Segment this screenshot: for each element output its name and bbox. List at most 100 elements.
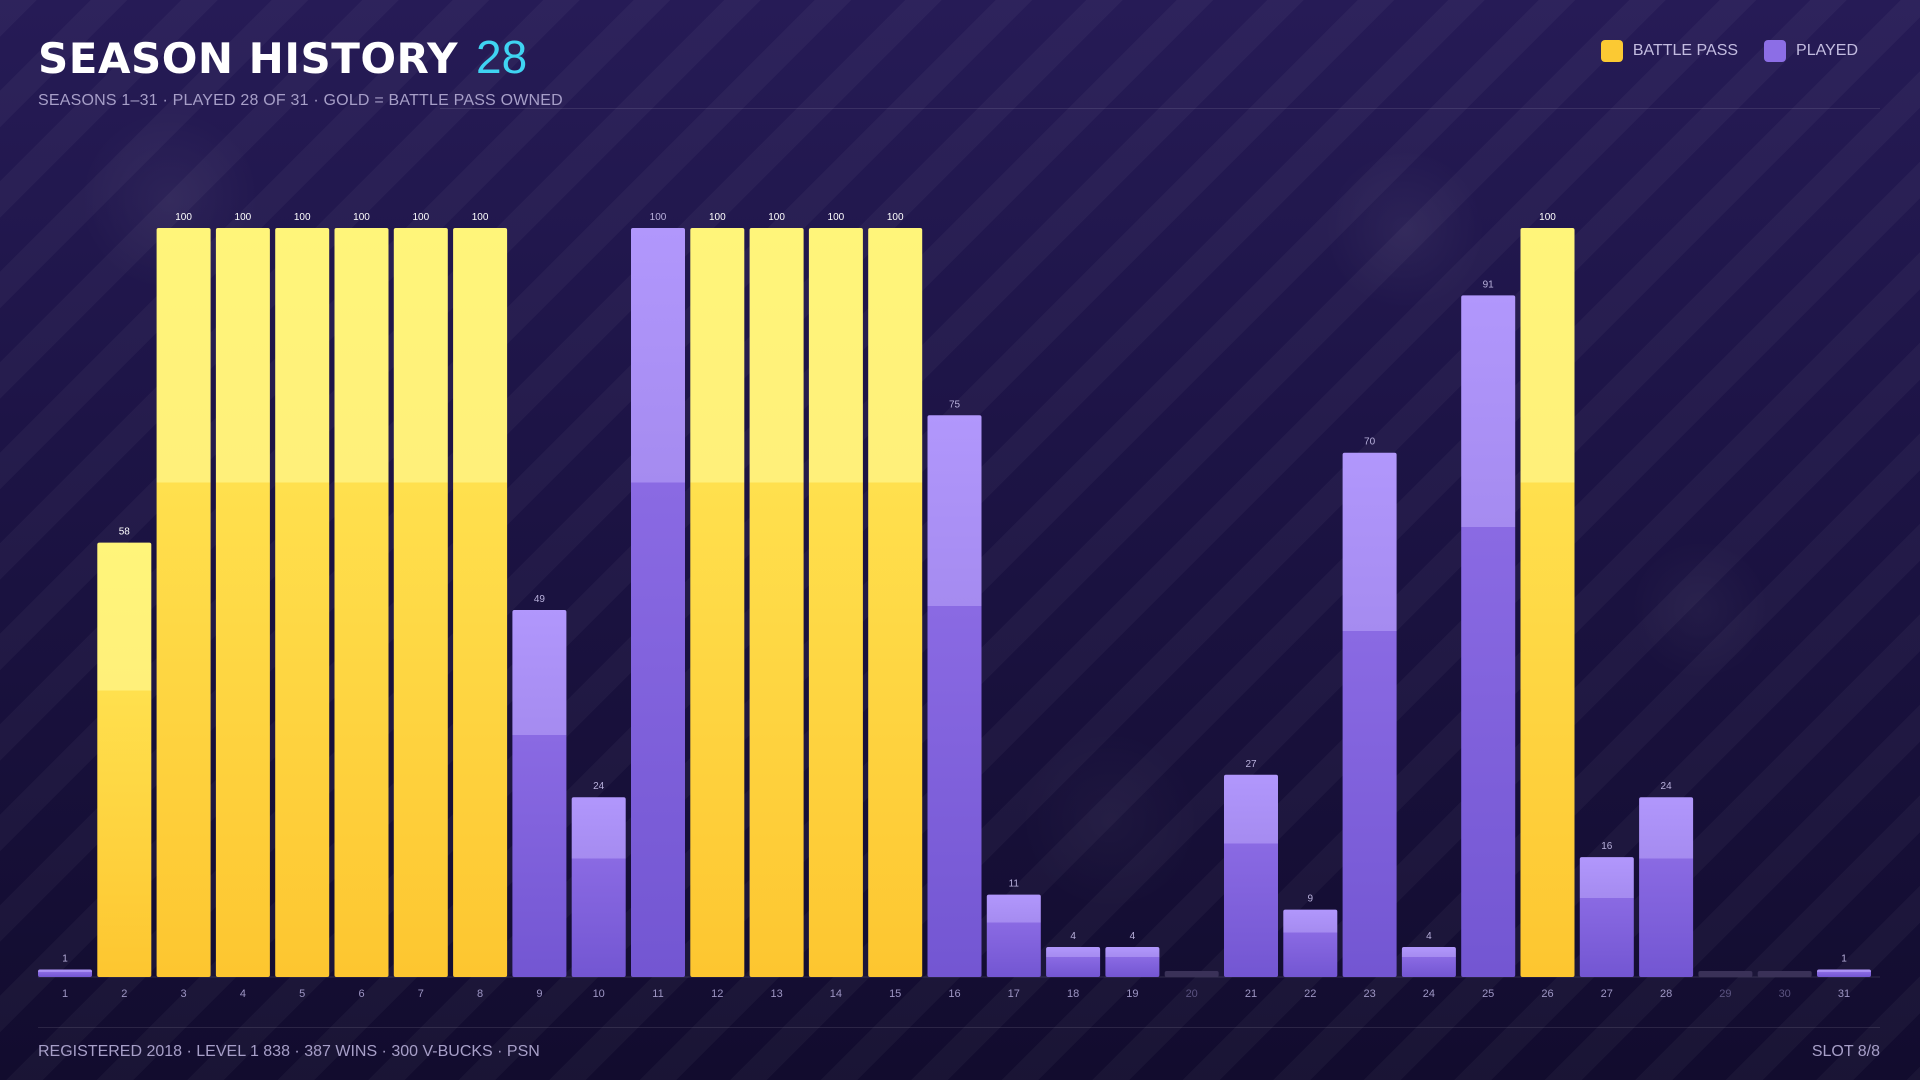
- bar-season-19[interactable]: [1105, 947, 1160, 977]
- x-tick-label-season-27: 27: [1601, 988, 1613, 1000]
- legend-label-battle-pass: BATTLE PASS: [1632, 42, 1739, 59]
- x-tick-label-season-9: 9: [536, 988, 542, 1000]
- x-tick-label-season-10: 10: [593, 988, 605, 1000]
- value-label-season-19: 4: [1130, 931, 1136, 942]
- header: SEASON HISTORY 28: [38, 30, 527, 84]
- header-divider: [440, 108, 1880, 109]
- value-label-season-31: 1: [1841, 954, 1847, 965]
- value-label-season-11: 100: [650, 212, 667, 223]
- value-label-season-18: 4: [1070, 931, 1076, 942]
- legend-item-played: PLAYED: [1764, 40, 1858, 62]
- bar-season-20[interactable]: [1164, 971, 1219, 977]
- x-tick-label-season-17: 17: [1008, 988, 1020, 1000]
- bar-season-26[interactable]: [1520, 228, 1575, 977]
- value-label-season-23: 70: [1364, 437, 1376, 448]
- x-tick-label-season-28: 28: [1660, 988, 1672, 1000]
- x-tick-label-season-16: 16: [948, 988, 960, 1000]
- x-tick-label-season-8: 8: [477, 988, 483, 1000]
- value-label-season-25: 91: [1483, 279, 1495, 290]
- value-label-season-5: 100: [294, 212, 311, 223]
- x-tick-label-season-26: 26: [1541, 988, 1553, 1000]
- value-label-season-6: 100: [353, 212, 370, 223]
- x-tick-label-season-19: 19: [1126, 988, 1138, 1000]
- bar-season-21[interactable]: [1224, 774, 1278, 977]
- value-label-season-28: 24: [1661, 781, 1673, 792]
- value-label-season-3: 100: [175, 212, 192, 223]
- x-tick-label-season-14: 14: [830, 988, 842, 1000]
- x-tick-label-season-11: 11: [652, 988, 663, 1000]
- bar-season-25[interactable]: [1461, 295, 1516, 977]
- x-tick-label-season-30: 30: [1779, 988, 1791, 1000]
- value-label-season-14: 100: [828, 212, 845, 223]
- x-tick-label-season-22: 22: [1304, 988, 1316, 1000]
- bar-season-8[interactable]: [453, 228, 508, 977]
- bar-season-27[interactable]: [1579, 857, 1634, 977]
- value-label-season-7: 100: [412, 212, 429, 223]
- value-label-season-24: 4: [1426, 931, 1432, 942]
- bar-season-13[interactable]: [749, 228, 804, 977]
- bar-season-31[interactable]: [1817, 969, 1871, 977]
- footer-divider: [38, 1027, 1880, 1028]
- bar-season-5[interactable]: [275, 228, 330, 977]
- value-label-season-2: 58: [119, 527, 131, 538]
- x-tick-label-season-12: 12: [711, 988, 723, 1000]
- bar-season-29[interactable]: [1698, 971, 1753, 977]
- value-label-season-4: 100: [235, 212, 252, 223]
- bar-season-28[interactable]: [1639, 797, 1694, 977]
- seasons-played-count: 28: [476, 31, 528, 83]
- legend-label-played: PLAYED: [1796, 42, 1858, 59]
- bar-season-6[interactable]: [334, 228, 389, 977]
- bar-season-1[interactable]: [38, 969, 92, 977]
- x-tick-label-season-1: 1: [62, 988, 68, 1000]
- value-label-season-15: 100: [887, 212, 904, 223]
- value-label-season-22: 9: [1308, 894, 1314, 905]
- x-tick-label-season-31: 31: [1838, 988, 1850, 1000]
- bar-season-11[interactable]: [631, 228, 685, 977]
- value-label-season-21: 27: [1245, 759, 1257, 770]
- bar-season-4[interactable]: [215, 228, 270, 977]
- bar-season-14[interactable]: [808, 228, 863, 977]
- x-tick-label-season-21: 21: [1245, 988, 1257, 1000]
- value-label-season-12: 100: [709, 212, 726, 223]
- value-label-season-16: 75: [949, 399, 961, 410]
- x-tick-label-season-4: 4: [240, 988, 246, 1000]
- bar-season-12[interactable]: [690, 228, 745, 977]
- x-tick-label-season-29: 29: [1719, 988, 1731, 1000]
- value-label-season-8: 100: [472, 212, 489, 223]
- x-tick-label-season-25: 25: [1482, 988, 1494, 1000]
- bar-season-2[interactable]: [97, 542, 152, 977]
- x-tick-label-season-7: 7: [418, 988, 424, 1000]
- x-tick-label-season-5: 5: [299, 988, 305, 1000]
- bar-season-9[interactable]: [512, 609, 567, 977]
- x-tick-label-season-18: 18: [1067, 988, 1079, 1000]
- bar-season-15[interactable]: [868, 228, 923, 977]
- bar-season-24[interactable]: [1401, 947, 1456, 977]
- x-tick-label-season-23: 23: [1363, 988, 1375, 1000]
- bar-season-17[interactable]: [986, 894, 1041, 977]
- bar-season-18[interactable]: [1046, 947, 1101, 977]
- x-tick-label-season-15: 15: [889, 988, 901, 1000]
- value-label-season-9: 49: [534, 594, 546, 605]
- x-tick-label-season-3: 3: [181, 988, 187, 1000]
- bar-season-22[interactable]: [1283, 909, 1338, 977]
- x-tick-label-season-2: 2: [121, 988, 127, 1000]
- chart-legend: BATTLE PASS PLAYED: [1600, 40, 1858, 62]
- legend-swatch-played: [1764, 40, 1787, 62]
- player-summary: REGISTERED 2018 · LEVEL 1 838 · 387 WINS…: [38, 1043, 540, 1060]
- page-subtitle: SEASONS 1–31 · PLAYED 28 OF 31 · GOLD = …: [38, 92, 563, 109]
- bar-season-30[interactable]: [1757, 971, 1812, 977]
- value-label-season-10: 24: [593, 781, 605, 792]
- x-tick-label-season-20: 20: [1186, 988, 1198, 1000]
- bar-season-10[interactable]: [571, 797, 626, 977]
- value-label-season-1: 1: [62, 954, 68, 965]
- bar-season-7[interactable]: [393, 228, 448, 977]
- value-label-season-26: 100: [1539, 212, 1556, 223]
- value-label-season-27: 16: [1601, 841, 1613, 852]
- bar-season-23[interactable]: [1342, 452, 1397, 977]
- bar-season-16[interactable]: [927, 415, 982, 977]
- x-tick-label-season-6: 6: [358, 988, 364, 1000]
- bar-season-3[interactable]: [156, 228, 211, 977]
- value-label-season-13: 100: [768, 212, 785, 223]
- slot-indicator: SLOT 8/8: [1811, 1043, 1880, 1060]
